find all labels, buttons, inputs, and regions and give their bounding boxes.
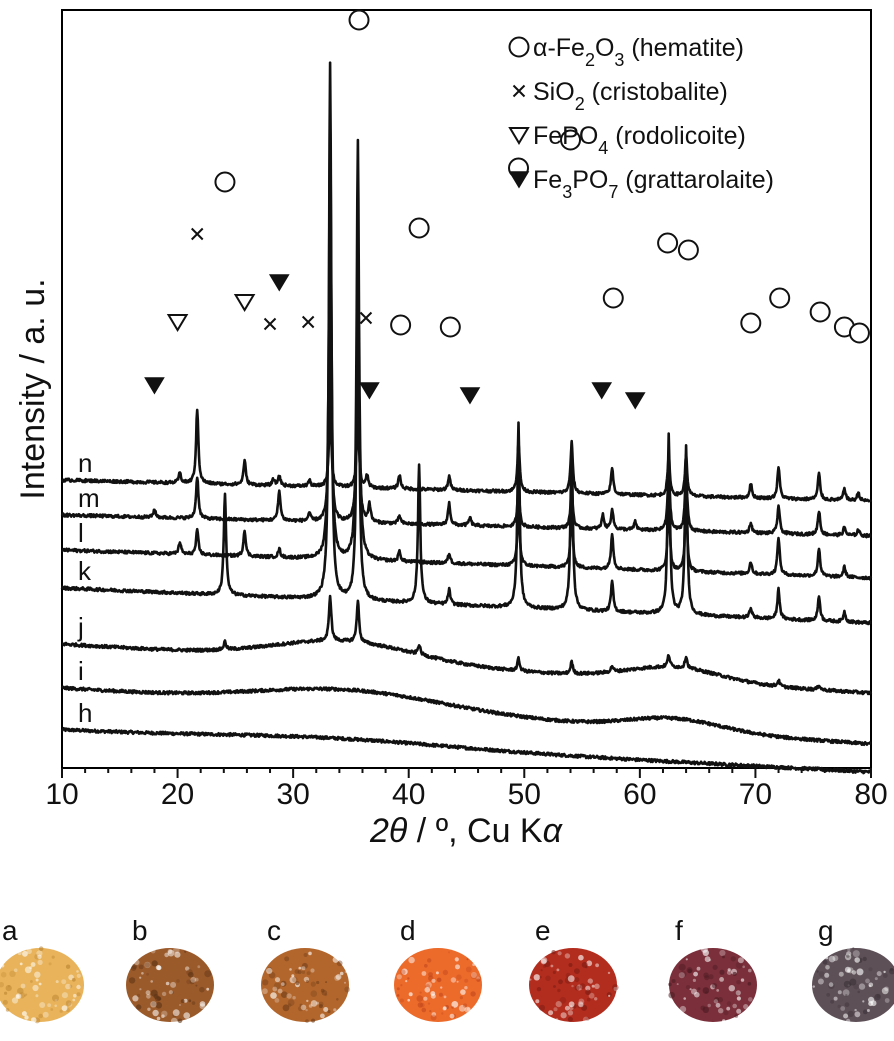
marker-cross-18 [301,315,315,329]
plot-frame [61,9,872,769]
sample-powder-c [261,948,351,1023]
x-tick-label-80: 80 [854,778,887,811]
x-tick-label-40: 40 [392,778,425,811]
x-tick-label-70: 70 [739,778,772,811]
pattern-i [60,685,872,746]
marker-circle-5 [408,217,430,239]
sample-powder-b [126,946,214,1025]
curve-label-j: j [77,612,84,642]
sample-powder-f [668,946,757,1023]
pattern-n [60,406,873,503]
marker-circle-8 [602,287,624,309]
marker-triangle-filled-23 [144,377,165,395]
legend-marker-triangle-filled [508,171,530,189]
marker-circle-1 [348,9,370,31]
marker-triangle-open-21 [233,294,256,312]
curve-label-i: i [78,656,84,686]
sample-label-f: f [675,915,683,946]
x-axis-label-alpha: α [543,812,564,850]
sample-powder-e [529,948,619,1023]
pattern-k [60,61,872,626]
legend-marker-cross [512,84,526,98]
marker-circle-12 [439,316,461,338]
sample-powder-d [394,948,482,1022]
marker-triangle-filled-22 [268,274,290,292]
sample-label-g: g [818,915,834,946]
x-axis-label: 2θ / º, Cu Kα [369,812,564,850]
pattern-h [60,726,872,775]
legend-entry-0: α-Fe2O3 (hematite) [533,34,744,70]
marker-circle-3 [560,129,582,151]
marker-circle-10 [809,301,831,323]
legend-marker-circle [508,36,530,58]
x-tick-label-60: 60 [623,778,656,811]
sample-powder-a [0,946,84,1024]
legend: α-Fe2O3 (hematite) SiO2 (cristobalite) FeP… [508,34,774,202]
legend-marker-triangle-open [508,127,530,145]
marker-triangle-open-20 [166,314,189,332]
legend-entry-1: SiO2 (cristobalite) [533,78,728,114]
pattern-m [60,309,872,539]
phase-markers [144,9,870,410]
sample-label-c: c [267,915,281,946]
x-axis-label-symbol: 2θ [369,812,408,850]
marker-cross-17 [263,317,277,331]
curve-label-m: m [78,483,100,513]
x-axis-label-unit: / º, Cu K [407,812,543,850]
sample-label-b: b [132,915,148,946]
curve-label-k: k [78,556,92,586]
marker-cross-16 [191,227,204,241]
legend-entry-2: FePO4 (rodolicoite) [533,122,746,158]
marker-triangle-filled-24 [359,382,380,400]
marker-circle-6 [657,232,679,254]
y-axis-label: Intensity / a. u. [14,278,52,499]
marker-triangle-filled-25 [459,387,481,405]
marker-cross-19 [359,311,373,325]
marker-circle-7 [677,239,699,261]
sample-powder-g [812,947,894,1023]
x-axis-ticks: 10 20 30 40 50 60 70 80 [45,768,888,811]
curve-label-n: n [78,448,92,478]
marker-circle-15 [848,322,870,344]
sample-label-e: e [535,915,551,946]
pattern-j [61,594,873,696]
marker-circle-2 [214,171,236,193]
sample-label-a: a [2,915,18,946]
x-tick-label-10: 10 [45,778,78,811]
marker-circle-13 [740,312,762,334]
marker-circle-11 [390,314,412,336]
marker-triangle-filled-27 [624,392,646,410]
legend-entry-3: Fe3PO7 (grattarolaite) [533,166,774,202]
sample-photos: a b c d e f g [0,915,894,1025]
x-tick-label-20: 20 [161,778,194,811]
x-tick-label-30: 30 [276,778,309,811]
x-tick-label-50: 50 [508,778,541,811]
curve-label-h: h [78,698,92,728]
curve-label-l: l [78,518,84,548]
sample-label-d: d [400,915,416,946]
marker-circle-9 [769,287,791,309]
pattern-l [60,116,873,581]
marker-triangle-filled-26 [591,382,613,400]
